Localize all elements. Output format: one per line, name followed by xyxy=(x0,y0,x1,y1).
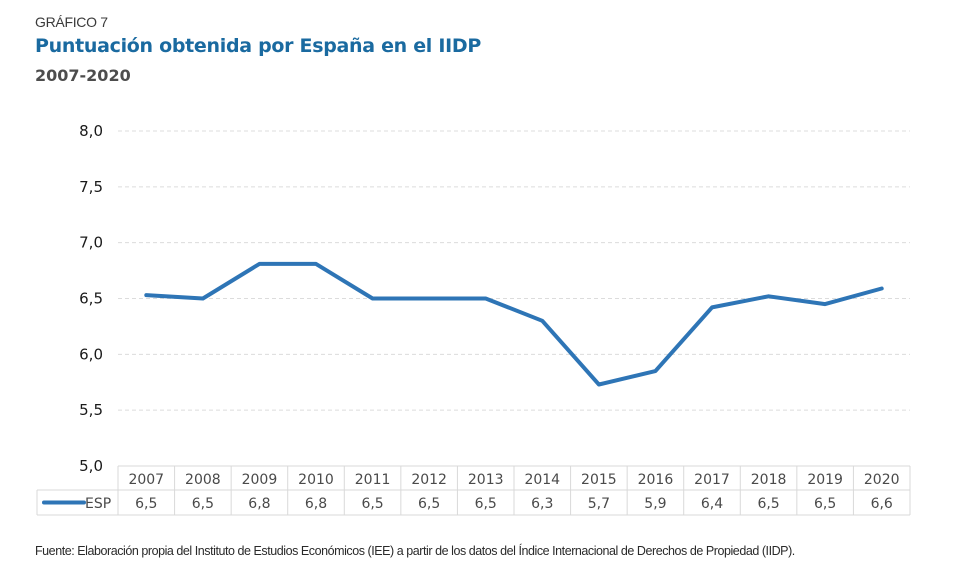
x-tick-label: 2017 xyxy=(694,472,730,488)
x-tick-label: 2016 xyxy=(638,472,674,488)
data-label: 5,7 xyxy=(588,496,610,512)
x-tick-label: 2011 xyxy=(355,472,391,488)
y-axis: 5,0 5,5 6,0 6,5 7,0 7,5 8,0 xyxy=(79,122,103,475)
x-tick-label: 2014 xyxy=(524,472,560,488)
x-tick-label: 2012 xyxy=(411,472,447,488)
data-label: 6,4 xyxy=(701,496,723,512)
data-label: 6,5 xyxy=(192,496,214,512)
data-label: 6,6 xyxy=(871,496,893,512)
x-tick-label: 2007 xyxy=(128,472,164,488)
chart-title: Puntuación obtenida por España en el IID… xyxy=(35,35,481,57)
data-label: 6,5 xyxy=(418,496,440,512)
series-lines xyxy=(144,261,884,387)
x-tick-label: 2018 xyxy=(751,472,787,488)
data-label: 6,8 xyxy=(248,496,270,512)
data-label: 6,5 xyxy=(814,496,836,512)
series-line-esp xyxy=(144,261,884,387)
y-tick-label: 6,0 xyxy=(79,345,103,363)
x-tick-label: 2013 xyxy=(468,472,504,488)
gridlines xyxy=(118,130,910,411)
data-label: 6,5 xyxy=(135,496,157,512)
data-label: 6,5 xyxy=(361,496,383,512)
data-label: 5,9 xyxy=(644,496,666,512)
chart-kicker: GRÁFICO 7 xyxy=(35,14,108,30)
data-label: 6,8 xyxy=(305,496,327,512)
data-label: 6,5 xyxy=(475,496,497,512)
y-tick-label: 6,5 xyxy=(79,290,103,308)
data-table: 2007 2008 2009 2010 2011 2012 2013 2014 2015 2016… xyxy=(36,465,911,516)
x-tick-label: 2015 xyxy=(581,472,617,488)
y-tick-label: 7,0 xyxy=(79,234,103,252)
x-tick-label: 2010 xyxy=(298,472,334,488)
y-tick-label: 8,0 xyxy=(79,122,103,140)
y-tick-label: 7,5 xyxy=(79,178,103,196)
y-tick-label: 5,0 xyxy=(79,457,103,475)
data-label: 6,5 xyxy=(757,496,779,512)
x-tick-label: 2009 xyxy=(242,472,278,488)
legend-label: ESP xyxy=(85,496,111,512)
x-tick-label: 2019 xyxy=(807,472,843,488)
chart-subtitle: 2007-2020 xyxy=(35,66,131,85)
data-label: 6,3 xyxy=(531,496,553,512)
x-tick-label: 2020 xyxy=(864,472,900,488)
y-tick-label: 5,5 xyxy=(79,401,103,419)
x-tick-label: 2008 xyxy=(185,472,221,488)
source-note: Fuente: Elaboración propia del Instituto… xyxy=(35,544,795,558)
